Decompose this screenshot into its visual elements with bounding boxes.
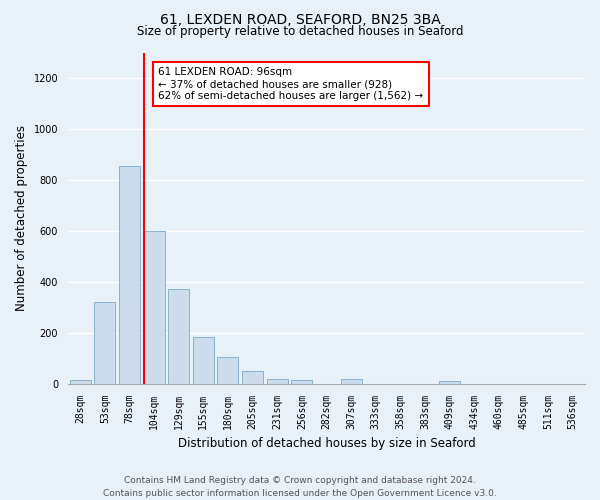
Bar bbox=[217, 357, 238, 384]
Bar bbox=[143, 231, 164, 384]
Bar bbox=[341, 378, 362, 384]
Bar bbox=[119, 166, 140, 384]
Bar bbox=[94, 302, 115, 384]
Bar bbox=[267, 378, 287, 384]
Bar bbox=[168, 290, 189, 384]
Text: 61 LEXDEN ROAD: 96sqm
← 37% of detached houses are smaller (928)
62% of semi-det: 61 LEXDEN ROAD: 96sqm ← 37% of detached … bbox=[158, 68, 424, 100]
Bar bbox=[242, 371, 263, 384]
Text: Size of property relative to detached houses in Seaford: Size of property relative to detached ho… bbox=[137, 25, 463, 38]
X-axis label: Distribution of detached houses by size in Seaford: Distribution of detached houses by size … bbox=[178, 437, 475, 450]
Bar bbox=[193, 336, 214, 384]
Y-axis label: Number of detached properties: Number of detached properties bbox=[15, 125, 28, 311]
Text: 61, LEXDEN ROAD, SEAFORD, BN25 3BA: 61, LEXDEN ROAD, SEAFORD, BN25 3BA bbox=[160, 12, 440, 26]
Text: Contains HM Land Registry data © Crown copyright and database right 2024.
Contai: Contains HM Land Registry data © Crown c… bbox=[103, 476, 497, 498]
Bar bbox=[439, 381, 460, 384]
Bar bbox=[70, 380, 91, 384]
Bar bbox=[292, 380, 312, 384]
